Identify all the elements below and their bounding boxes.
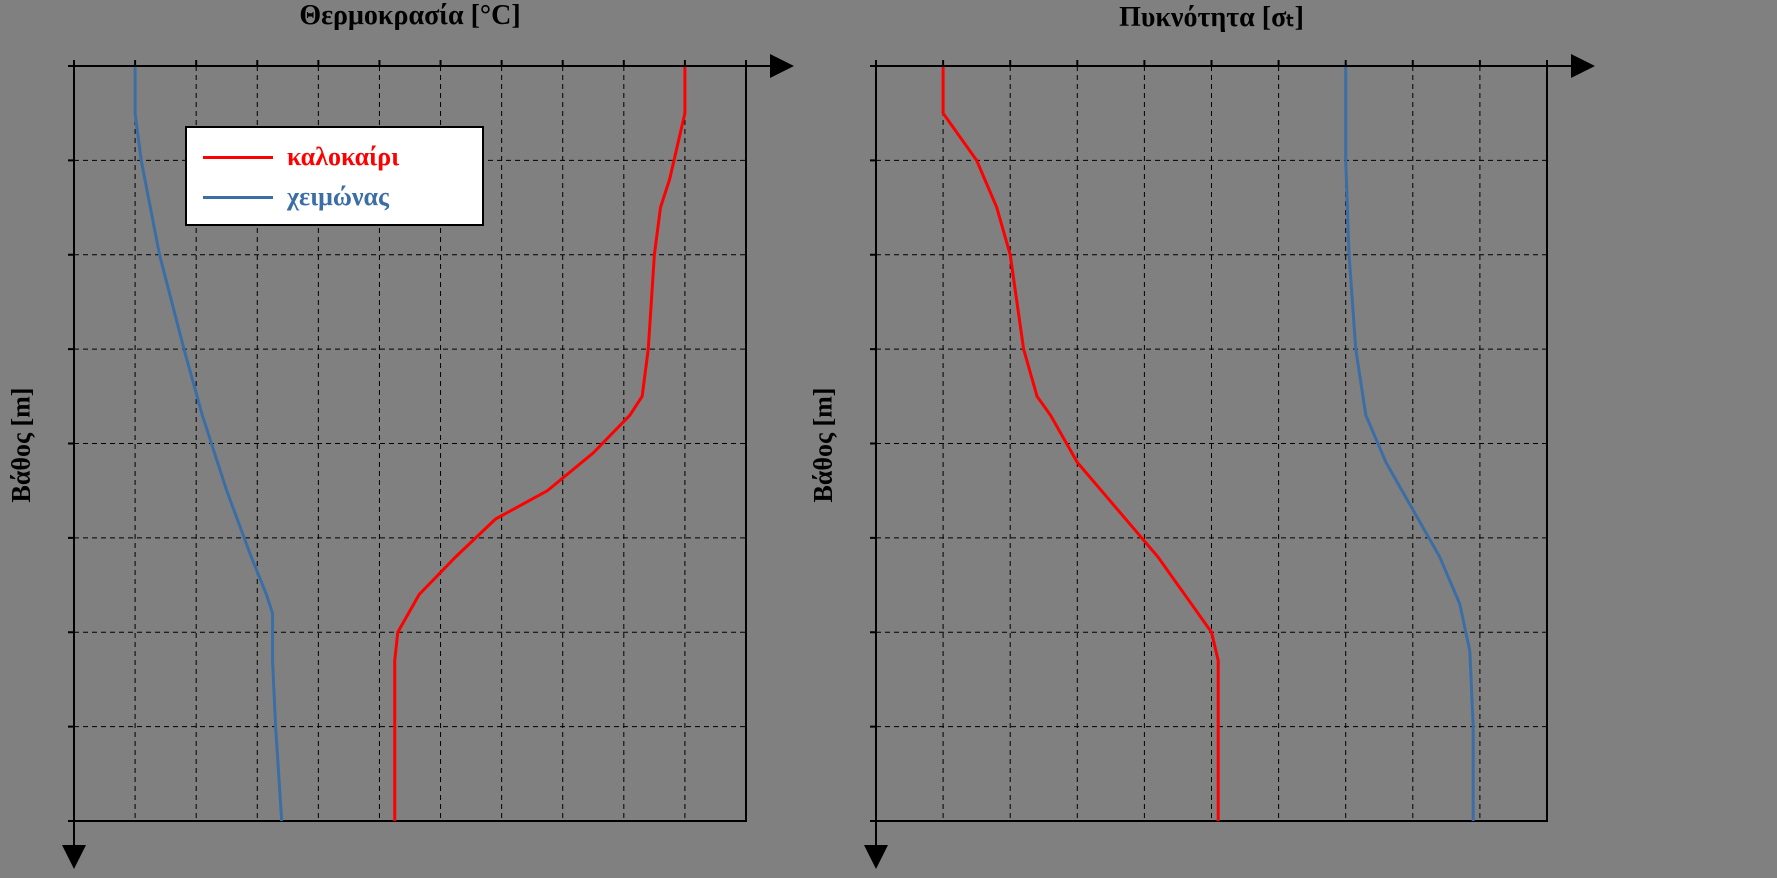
right-x-tick: 24 xyxy=(1124,34,1164,60)
right-y-tick: 50 xyxy=(832,524,868,550)
right-x-tick: 27 xyxy=(1326,34,1366,60)
right-x-tick: 29 xyxy=(1460,34,1500,60)
right-y-tick: 70 xyxy=(832,713,868,739)
figure-container: Θερμοκρασία [°C] Βάθος [m] 0810121416182… xyxy=(0,0,1777,878)
right-x-tick: 21 xyxy=(923,34,963,60)
right-x-tick: 30 xyxy=(1527,34,1567,60)
right-x-tick: 23 xyxy=(1057,34,1097,60)
right-y-tick: 20 xyxy=(832,241,868,267)
right-y-tick: 40 xyxy=(832,430,868,456)
right-y-tick: 80 xyxy=(832,807,868,833)
right-x-tick: 26 xyxy=(1259,34,1299,60)
right-chart-svg xyxy=(0,0,1777,878)
right-y-tick: 10 xyxy=(832,146,868,172)
right-y-tick: 30 xyxy=(832,335,868,361)
right-x-tick: 22 xyxy=(990,34,1030,60)
right-y-tick: 0 xyxy=(832,52,868,78)
right-y-tick: 60 xyxy=(832,618,868,644)
right-x-tick: 25 xyxy=(1192,34,1232,60)
right-x-tick: 28 xyxy=(1393,34,1433,60)
